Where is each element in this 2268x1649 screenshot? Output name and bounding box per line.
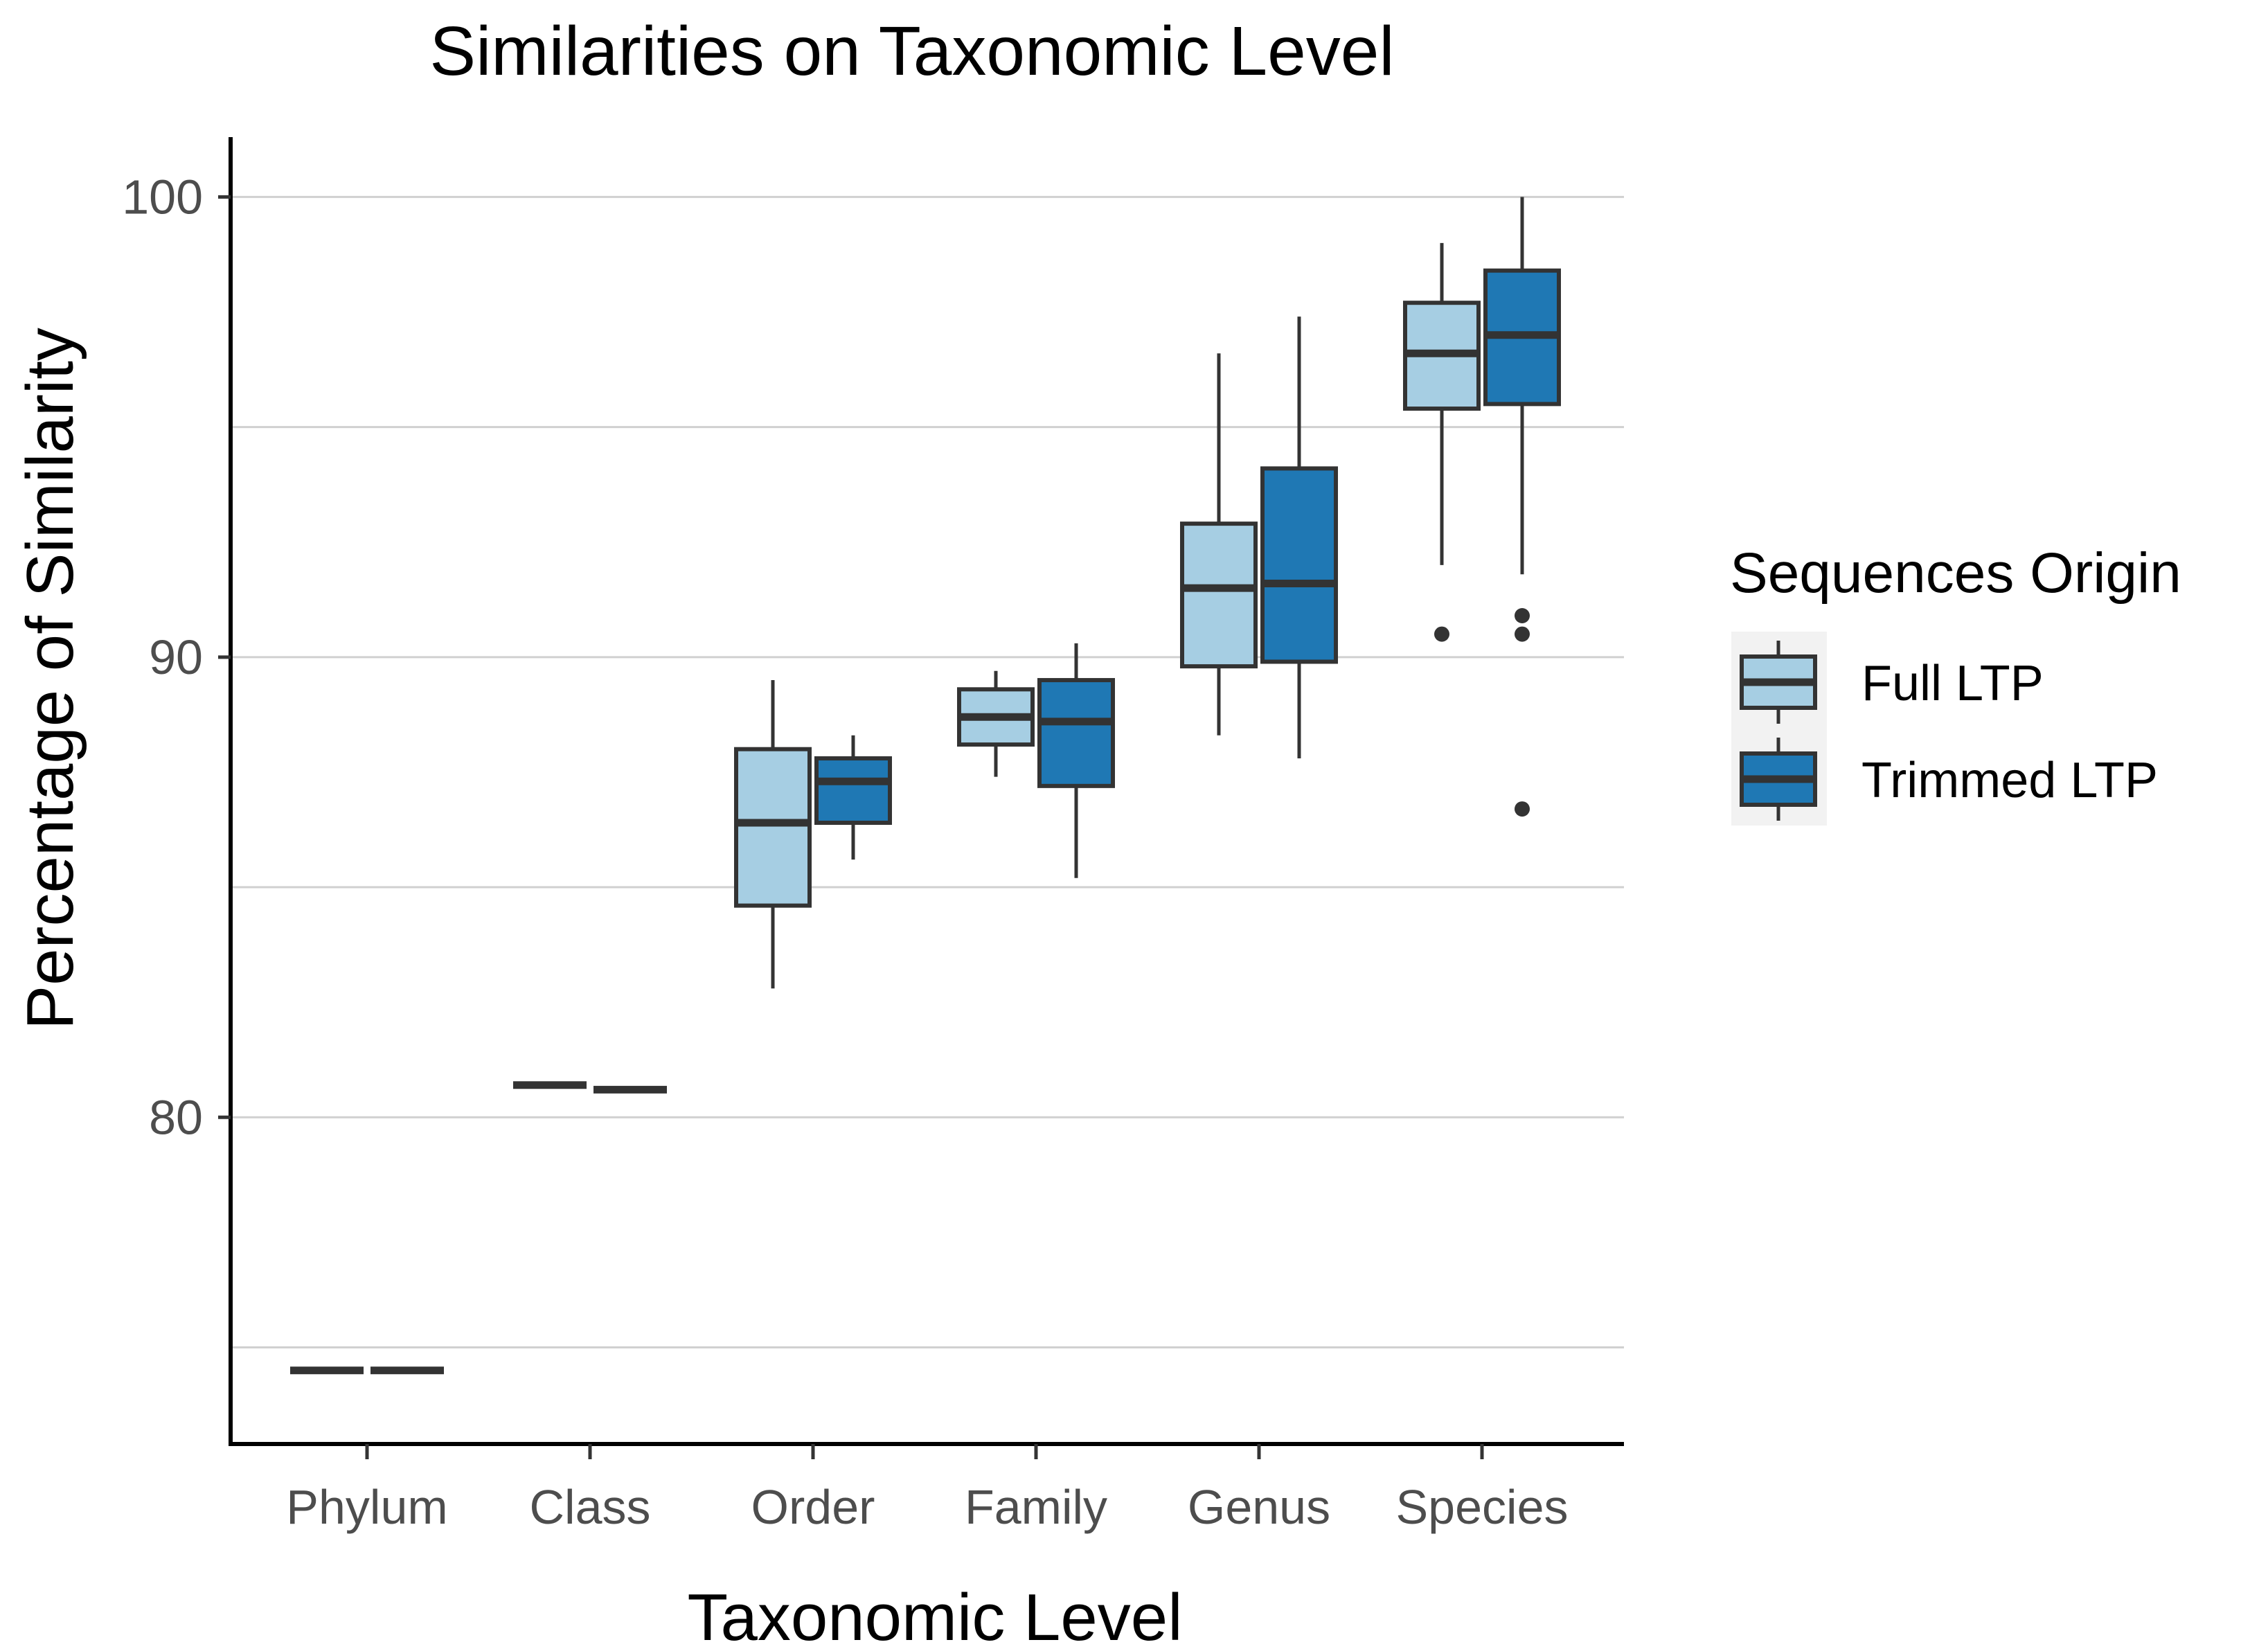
y-axis-ticks: 80 90 100 (122, 170, 231, 1144)
box-full-ltp-order (734, 680, 812, 989)
box-iqr (1180, 522, 1258, 669)
box-trimmed-ltp-genus (1260, 317, 1338, 758)
legend-title: Sequences Origin (1730, 542, 2181, 605)
box-iqr (1037, 678, 1115, 788)
box-full-ltp-genus (1180, 353, 1258, 736)
box-iqr (1260, 466, 1338, 664)
x-tick-label: Genus (1188, 1480, 1330, 1534)
legend-label: Trimmed LTP (1861, 753, 2158, 808)
outlier-point (1434, 626, 1449, 642)
box-trimmed-ltp-order (814, 735, 892, 860)
box-trimmed-ltp-family (1037, 643, 1115, 878)
legend-label: Full LTP (1861, 656, 2044, 711)
legend-item-trimmed-ltp: Trimmed LTP (1740, 738, 2158, 821)
legend: Sequences Origin Full LTP Trimmed LTP (1730, 542, 2181, 826)
x-tick-label: Species (1395, 1480, 1568, 1534)
y-tick-label: 90 (149, 630, 203, 684)
box-iqr (734, 747, 812, 908)
outlier-point (1515, 626, 1530, 642)
x-tick-label: Class (529, 1480, 650, 1534)
box-iqr (814, 756, 892, 826)
x-tick-label: Order (751, 1480, 875, 1534)
box-full-ltp-family (957, 670, 1035, 777)
outlier-point (1515, 608, 1530, 624)
legend-item-full-ltp: Full LTP (1740, 641, 2044, 724)
x-axis-ticks: Phylum Class Order Family Genus Species (286, 1444, 1569, 1534)
x-tick-label: Phylum (286, 1480, 447, 1534)
y-tick-label: 80 (149, 1090, 203, 1144)
box-full-ltp-species (1403, 242, 1481, 642)
x-tick-label: Family (965, 1480, 1107, 1534)
box-series (290, 197, 1561, 1375)
y-tick-label: 100 (122, 170, 203, 224)
x-axis-title: Taxonomic Level (687, 1580, 1182, 1649)
box-trimmed-ltp-species (1483, 197, 1561, 817)
y-axis-title: Percentage of Similarity (13, 328, 87, 1030)
chart-title: Similarities on Taxonomic Level (429, 12, 1394, 90)
grid-lines (231, 195, 1624, 1348)
outlier-point (1515, 801, 1530, 817)
